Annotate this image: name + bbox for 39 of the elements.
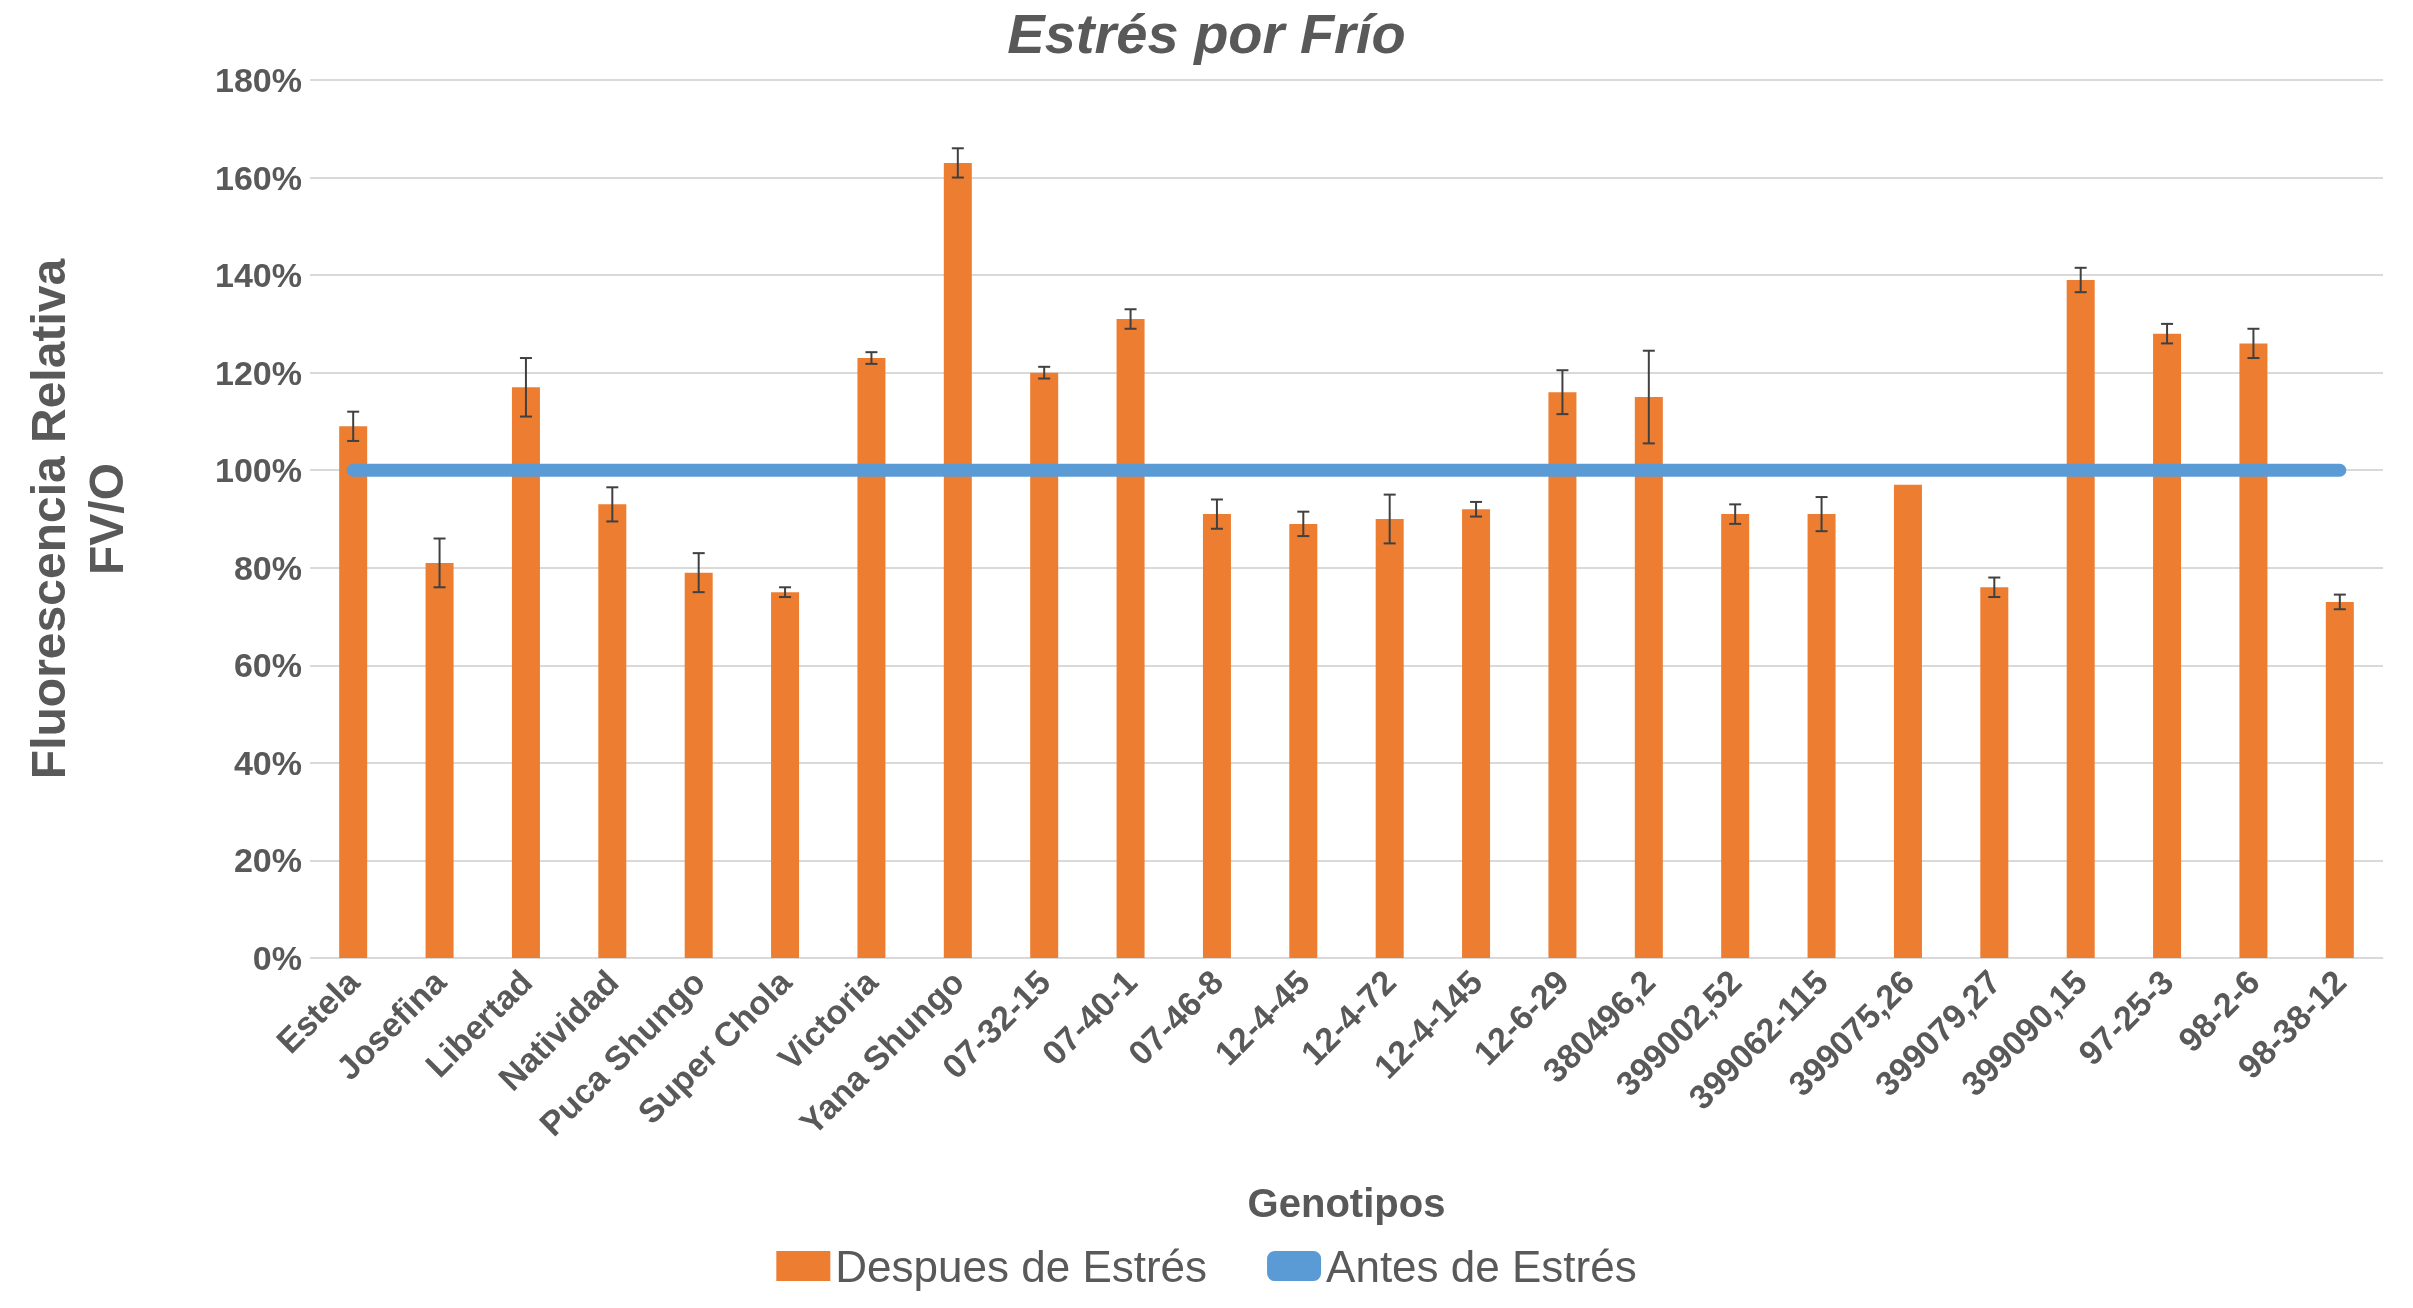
y-tick-label: 0% — [252, 939, 302, 977]
bar — [339, 426, 368, 958]
bar — [857, 358, 886, 958]
legend-label: Antes de Estrés — [1326, 1241, 1637, 1291]
bar — [1548, 392, 1577, 958]
bar — [511, 387, 540, 958]
bar — [2066, 279, 2095, 958]
bar — [2239, 343, 2268, 958]
bar — [1721, 514, 1750, 958]
y-tick-label: 180% — [215, 61, 302, 99]
y-tick-label: 160% — [215, 158, 302, 197]
legend-label: Despues de Estrés — [835, 1241, 1208, 1291]
y-tick-label: 140% — [215, 256, 302, 295]
bar — [2325, 601, 2354, 958]
y-axis-title: Fluorescencia Relativa FV/O — [21, 258, 133, 780]
bar — [1116, 319, 1145, 958]
bar — [1462, 509, 1491, 958]
y-tick-label: 20% — [233, 841, 302, 880]
y-tick-label: 40% — [233, 743, 302, 782]
y-tick-label: 120% — [215, 353, 302, 392]
y-tick-label: 80% — [233, 548, 302, 587]
bar — [598, 504, 627, 958]
bar — [425, 562, 454, 958]
bar — [684, 572, 713, 958]
y-tick-label: 100% — [215, 451, 302, 490]
bar — [1807, 514, 1836, 958]
bar — [1030, 372, 1059, 958]
bar — [771, 592, 800, 958]
y-tick-label: 60% — [233, 646, 302, 685]
chart-title: Estrés por Frío — [1007, 1, 1406, 65]
bar — [2153, 333, 2182, 958]
bar — [943, 162, 972, 958]
bar — [1289, 523, 1318, 958]
bar — [1634, 397, 1663, 958]
x-axis-title: Genotipos — [1247, 1181, 1446, 1225]
bar — [1375, 519, 1404, 958]
bar — [1202, 514, 1231, 958]
bar — [1893, 484, 1922, 958]
bar — [1980, 587, 2009, 958]
